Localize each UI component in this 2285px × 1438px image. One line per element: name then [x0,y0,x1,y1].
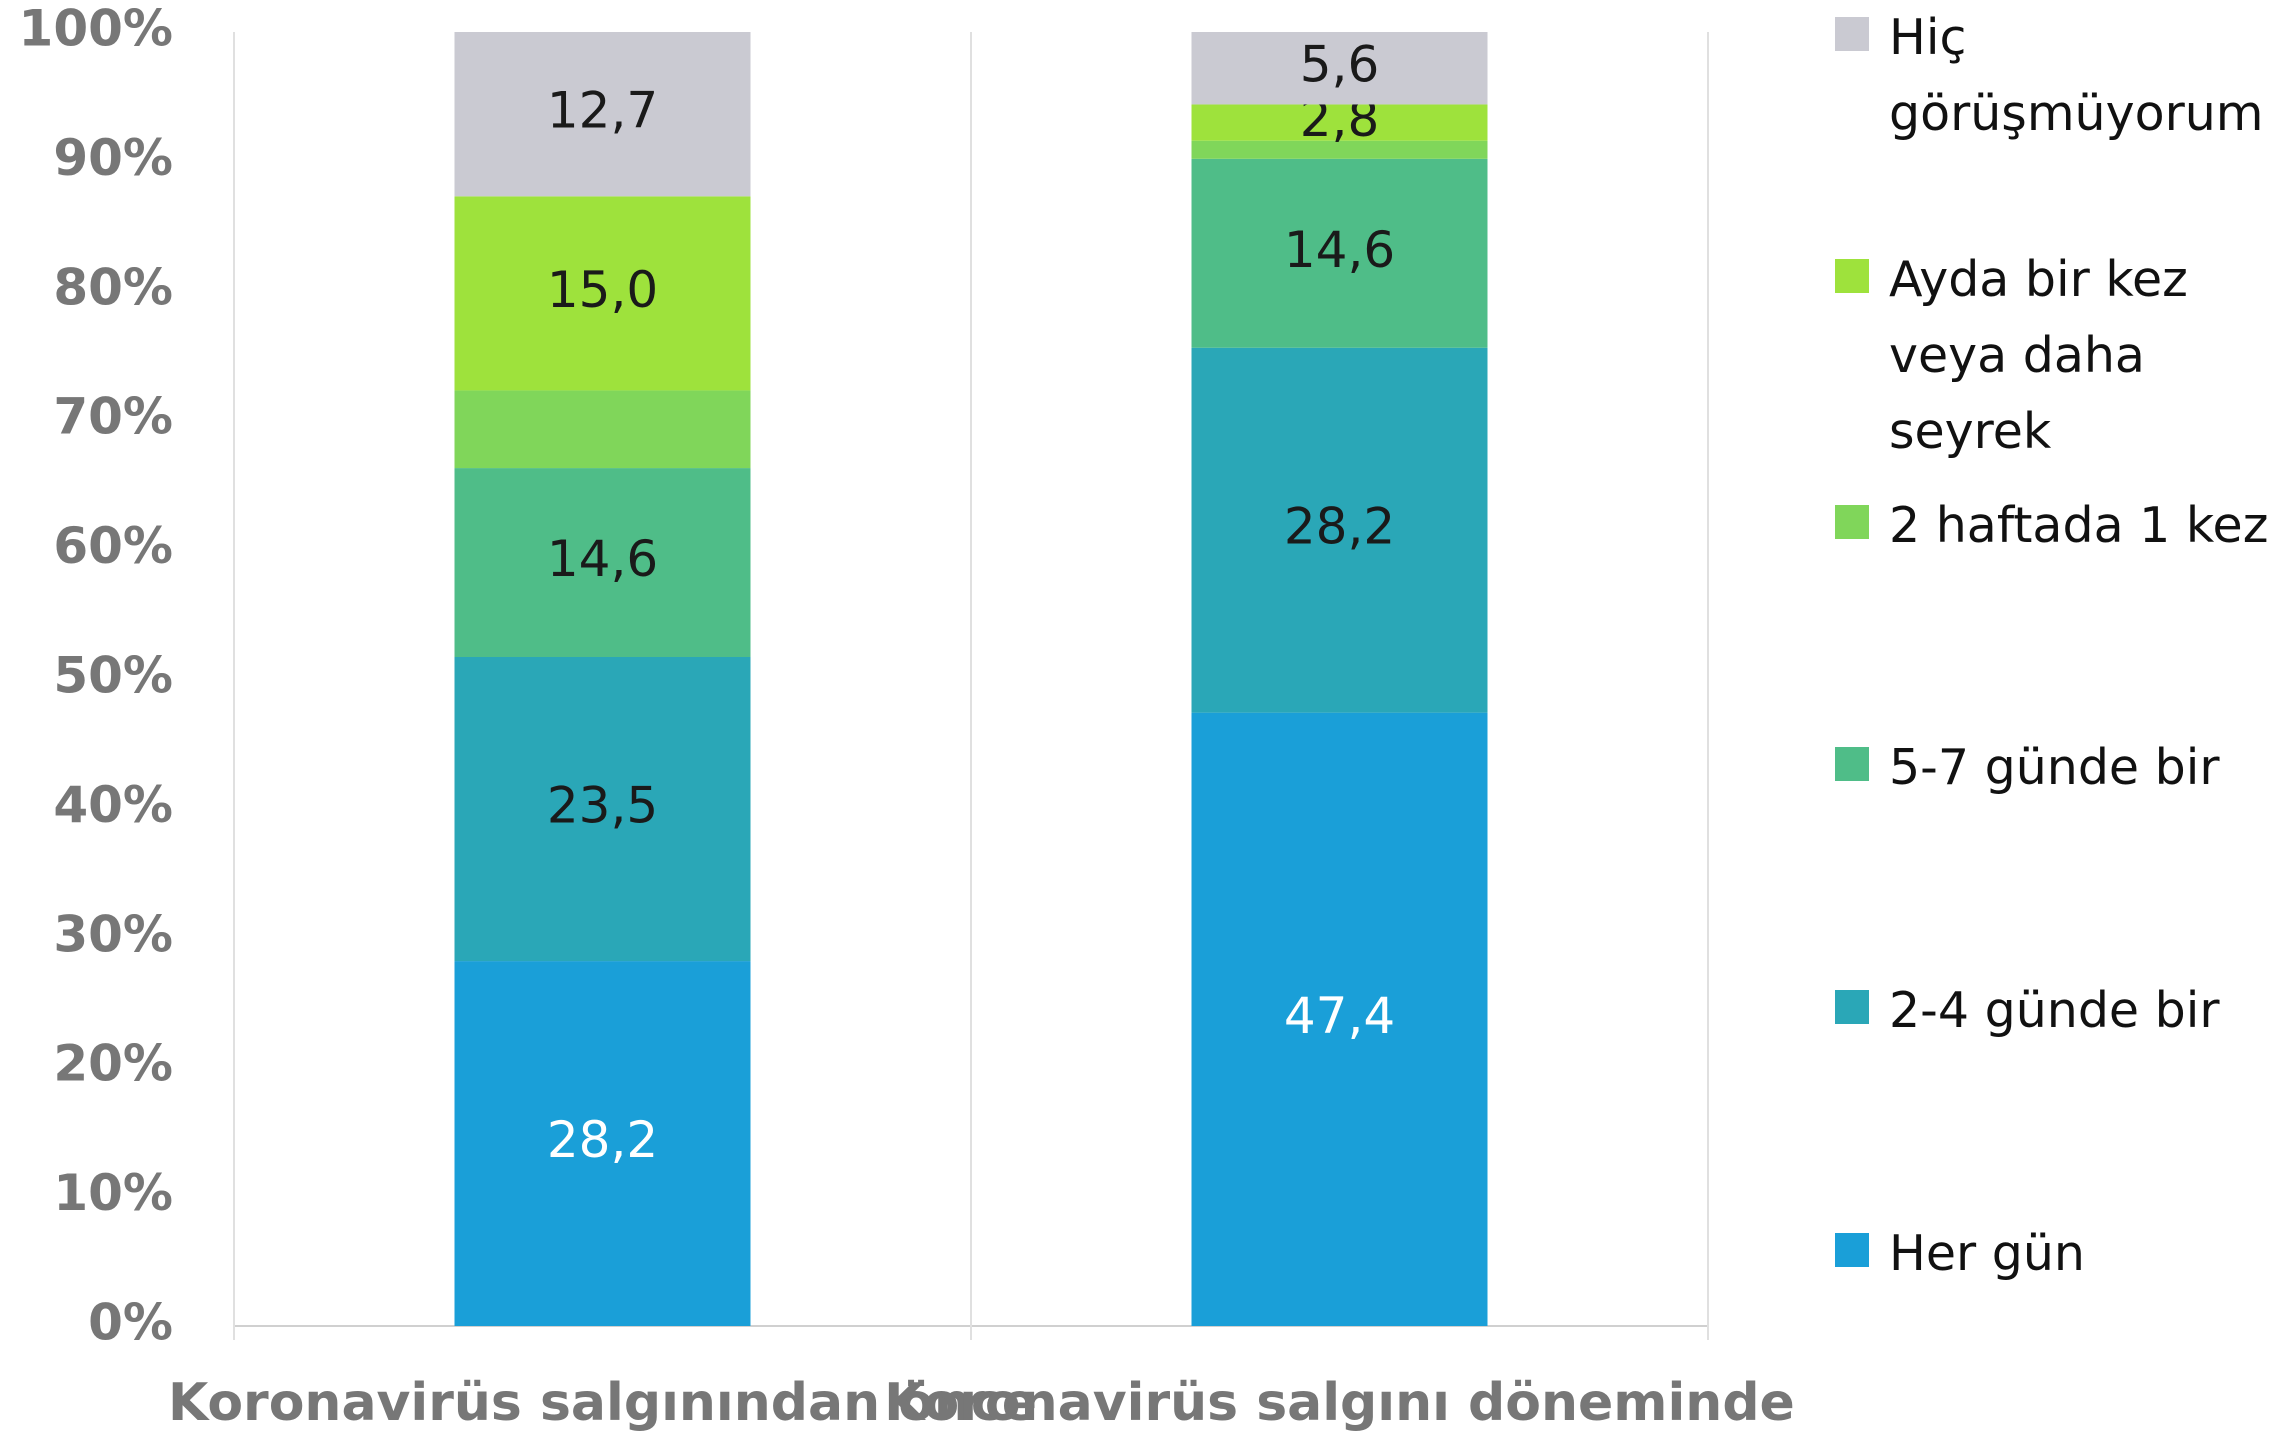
bar-segment [1191,104,1488,141]
y-tick-label: 10% [53,1164,173,1222]
legend: Hiç görüşmüyorum Ayda bir kez veya daha s… [1835,0,2280,1438]
value-label: 14,6 [547,530,658,588]
y-tick-label: 20% [53,1035,173,1093]
legend-label: Her gün [1889,1225,2085,1282]
legend-swatch [1835,1233,1869,1267]
y-tick-label: 30% [53,905,173,963]
legend-swatch [1835,17,1869,51]
legend-swatch [1835,259,1869,293]
y-tick-label: 60% [53,517,173,575]
legend-item: Her gün [1835,1216,2280,1292]
y-tick-label: 100% [19,0,173,58]
bar-segment [454,390,751,469]
legend-item: 2-4 günde bir [1835,973,2280,1049]
bar-segment [1191,347,1488,713]
legend-label: 2 haftada 1 kez [1889,497,2269,554]
value-label: 28,2 [547,1111,658,1169]
legend-label: 2-4 günde bir [1889,982,2220,1039]
value-label: 23,5 [547,777,658,835]
legend-swatch [1835,990,1869,1024]
value-label: 28,2 [1284,498,1395,556]
bar-segment [1191,32,1488,105]
bar-segment [454,196,751,391]
legend-label: Ayda bir kez veya daha seyrek [1889,251,2188,460]
legend-label: Hiç görüşmüyorum [1889,9,2264,142]
legend-swatch [1835,747,1869,781]
x-tick-label: Koronavirüs salgını döneminde [884,1373,1795,1433]
y-tick-label: 90% [53,129,173,187]
value-label: 14,6 [1284,221,1395,279]
bar-segment [1191,712,1488,1326]
value-label: 15,0 [547,261,658,319]
y-tick-label: 0% [88,1294,173,1352]
bar-segment [1191,140,1488,159]
bar-segment [454,468,751,658]
y-tick-label: 70% [53,388,173,446]
value-label: 5,6 [1300,36,1380,94]
bar-segment [454,657,751,962]
y-tick-label: 40% [53,776,173,834]
value-label: 12,7 [547,82,658,140]
legend-item: Hiç görüşmüyorum [1835,0,2280,152]
legend-item: 5-7 günde bir [1835,730,2280,806]
legend-item: 2 haftada 1 kez [1835,488,2280,564]
legend-swatch [1835,505,1869,539]
y-tick-label: 80% [53,258,173,316]
bar-segment [454,32,751,197]
legend-label: 5-7 günde bir [1889,739,2220,796]
bar-segment [1191,158,1488,348]
x-tick-label: Koronavirüs salgınından önce [168,1373,1037,1433]
value-label: 47,4 [1284,987,1395,1045]
legend-item: Ayda bir kez veya daha seyrek [1835,242,2280,470]
bar-segment [454,961,751,1326]
y-tick-label: 50% [53,647,173,705]
